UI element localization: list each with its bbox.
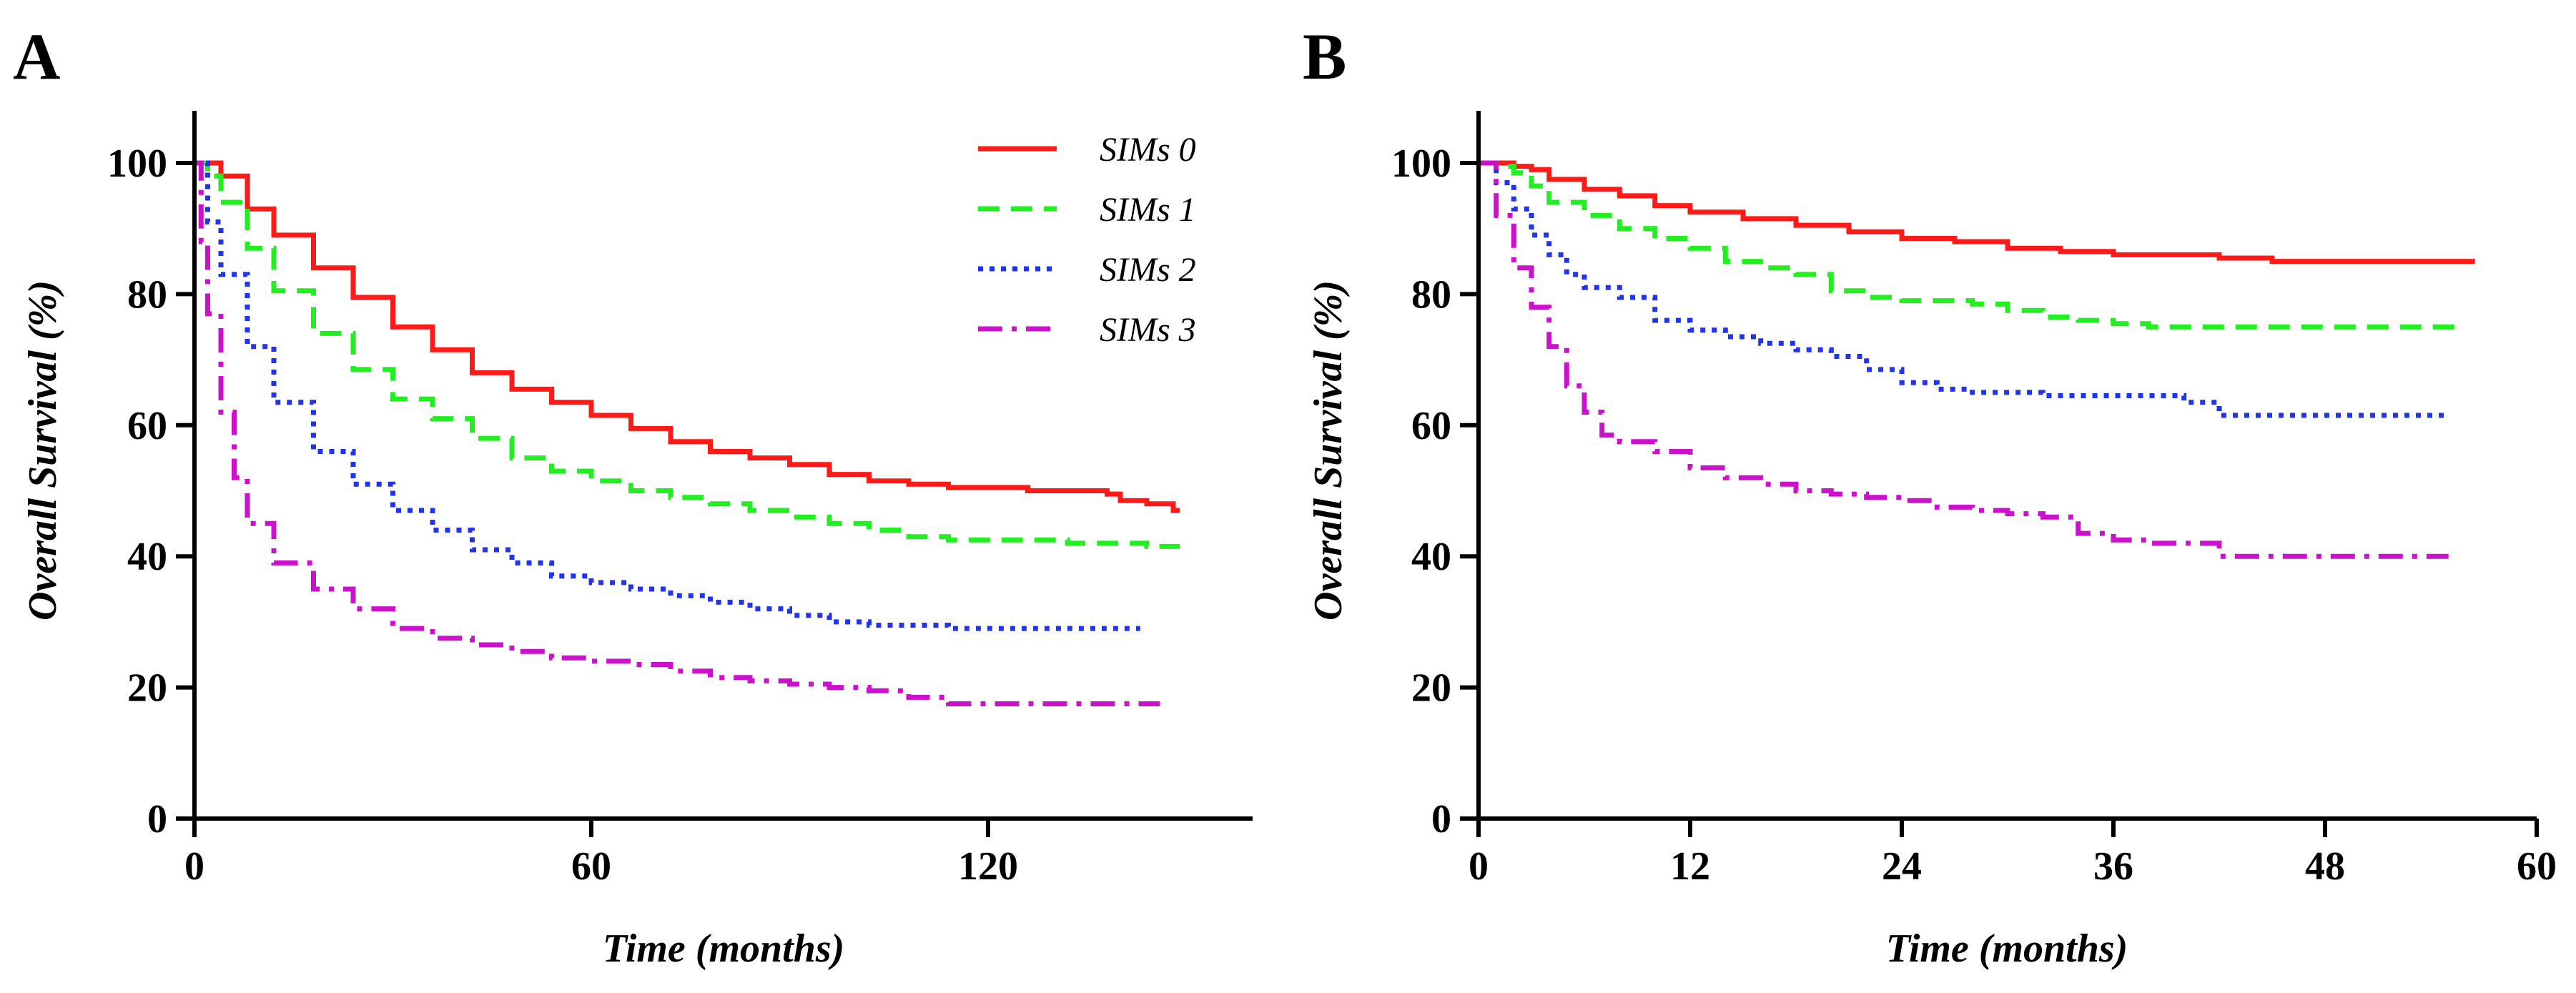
panel-b-axes: 0 20 40 60 80 100 0 12 24 36 48 60 — [1391, 111, 2557, 889]
panel-a-y-tick-label: 60 — [127, 404, 167, 448]
panel-a-y-tick-label: 20 — [127, 666, 167, 711]
legend-label-sims-1: SIMs 1 — [1100, 191, 1196, 229]
panel-a-curve-sims-1 — [194, 160, 1180, 549]
legend-label-sims-3: SIMs 3 — [1100, 311, 1196, 349]
panel-a-x-tick-label: 60 — [571, 844, 611, 889]
panel-a-curve-sims-0 — [194, 160, 1180, 513]
panel-b-curve-sims-3 — [1479, 160, 2449, 559]
panel-label-a: A — [13, 20, 60, 93]
panel-b-curve-sims-2 — [1479, 160, 2449, 418]
panel-a: A 0 20 40 60 80 100 0 60 120 Time (months) Overa… — [13, 20, 1253, 971]
panel-a-x-tick-label: 120 — [958, 844, 1018, 889]
panel-a-curves — [194, 160, 1180, 706]
panel-b-y-axis-title: Overall Survival (%) — [1306, 280, 1351, 621]
panel-a-y-tick-label: 0 — [147, 797, 167, 841]
panel-b-x-tick-label: 36 — [2093, 844, 2133, 889]
panel-b-x-tick-label: 12 — [1670, 844, 1710, 889]
panel-a-x-axis-title: Time (months) — [603, 927, 845, 971]
panel-b-x-tick-label: 60 — [2517, 844, 2557, 889]
panel-b-y-tick-label: 40 — [1411, 535, 1451, 579]
panel-b-curve-sims-1 — [1479, 160, 2457, 330]
panel-b-x-tick-label: 0 — [1469, 844, 1489, 889]
panel-b-y-tick-label: 60 — [1411, 404, 1451, 448]
legend-label-sims-2: SIMs 2 — [1100, 251, 1196, 289]
panel-b-curve-sims-0 — [1479, 160, 2475, 265]
panel-label-b: B — [1303, 20, 1346, 93]
panel-b-x-tick-label: 24 — [1882, 844, 1922, 889]
panel-b-y-tick-label: 100 — [1391, 142, 1451, 186]
panel-a-axes: 0 20 40 60 80 100 0 60 120 — [107, 111, 1253, 889]
legend-label-sims-0: SIMs 0 — [1100, 131, 1196, 169]
panel-b-y-tick-label: 20 — [1411, 666, 1451, 711]
panel-a-y-axis-title: Overall Survival (%) — [21, 280, 65, 621]
panel-a-y-tick-label: 100 — [107, 142, 167, 186]
panel-a-y-tick-label: 80 — [127, 272, 167, 317]
panel-b-curves — [1479, 160, 2475, 559]
legend: SIMs 0 SIMs 1 SIMs 2 SIMs 3 — [978, 131, 1196, 349]
panel-b-x-axis-title: Time (months) — [1886, 927, 2128, 971]
panel-a-y-tick-label: 40 — [127, 535, 167, 579]
panel-b-y-tick-label: 80 — [1411, 272, 1451, 317]
panel-a-curve-sims-2 — [194, 160, 1140, 631]
panel-a-x-tick-label: 0 — [184, 844, 204, 889]
panel-a-curve-sims-3 — [194, 160, 1160, 706]
panel-b-x-tick-label: 48 — [2305, 844, 2345, 889]
panel-b-y-tick-label: 0 — [1431, 797, 1451, 841]
